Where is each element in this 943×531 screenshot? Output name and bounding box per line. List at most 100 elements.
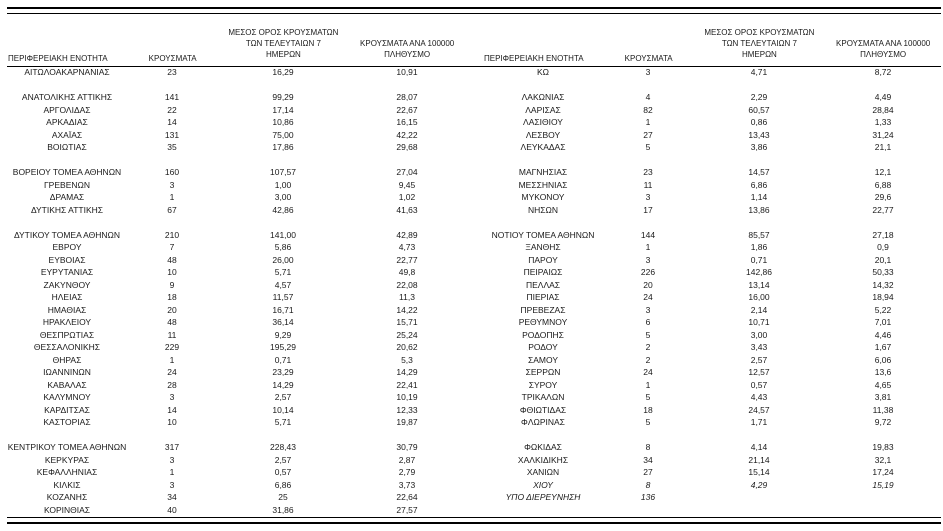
cell-region (7, 429, 127, 442)
table-row: ΠΑΡΟΥ 3 0,71 20,1 (483, 254, 941, 267)
cell-per100k: 29,68 (396, 142, 418, 152)
cell-region: ΝΟΤΙΟΥ ΤΟΜΕΑ ΑΘΗΝΩΝ (491, 229, 595, 240)
table-row: ΘΕΣΠΡΩΤΙΑΣ 11 9,29 25,24 (7, 329, 465, 342)
cell-per100k: 11,38 (872, 404, 894, 415)
cell-per100k: 20,1 (874, 254, 892, 265)
cell-cases: 34 (643, 454, 653, 465)
cell-per100k: 11,3 (399, 292, 415, 302)
cell-region: ΦΘΙΩΤΙΔΑΣ (519, 404, 567, 415)
cell-region: ΚΑΒΑΛΑΣ (47, 379, 87, 390)
cell-avg7: 13,86 (748, 204, 770, 215)
cell-cases: 160 (164, 167, 180, 177)
cell-region: ΚΟΡΙΝΘΙΑΣ (43, 504, 91, 515)
cell-cases: 5 (645, 142, 651, 152)
cell-cases: 27 (643, 467, 653, 477)
cell-avg7: 4,57 (274, 279, 292, 290)
cell-region: ΗΛΕΙΑΣ (51, 292, 83, 302)
cell-per100k: 4,49 (874, 92, 892, 102)
cell-avg7: 2,29 (750, 92, 768, 102)
cell-region: ΕΥΡΥΤΑΝΙΑΣ (40, 267, 94, 277)
table-row: ΛΑΣΙΘΙΟΥ 1 0,86 1,33 (483, 116, 941, 129)
cell-cases (603, 79, 693, 92)
header-avg7-line3: ΗΜΕΡΩΝ (741, 50, 777, 59)
table-row: ΒΟΙΩΤΙΑΣ 35 17,86 29,68 (7, 141, 465, 154)
table-row: ΞΑΝΘΗΣ 1 1,86 0,9 (483, 241, 941, 254)
cell-per100k: 9,45 (398, 179, 416, 190)
cell-per100k: 12,33 (396, 404, 418, 415)
header-avg7-line3: ΗΜΕΡΩΝ (265, 50, 301, 59)
cell-cases: 1 (169, 192, 175, 202)
cell-per100k: 4,46 (874, 329, 892, 340)
cell-region (7, 154, 127, 167)
cell-cases: 82 (643, 104, 653, 115)
cell-region: ΗΡΑΚΛΕΙΟΥ (42, 317, 92, 327)
cell-region: ΑΡΚΑΔΙΑΣ (46, 117, 88, 127)
cell-cases: 17 (643, 204, 653, 215)
cell-avg7: 5,71 (274, 267, 292, 277)
cell-cases: 8 (645, 479, 651, 490)
cell-region: ΠΡΕΒΕΖΑΣ (520, 304, 566, 315)
table-row: ΔΥΤΙΚΗΣ ΑΤΤΙΚΗΣ 67 42,86 41,63 (7, 204, 465, 217)
cell-region: ΓΡΕΒΕΝΩΝ (44, 179, 90, 190)
cell-region (483, 154, 603, 167)
cell-region: ΜΥΚΟΝΟΥ (521, 192, 565, 202)
cell-avg7: 25 (278, 492, 288, 502)
cell-cases: 22 (167, 104, 177, 115)
cell-cases: 3 (169, 179, 175, 190)
cell-avg7: 3,86 (750, 142, 768, 152)
cell-avg7: 2,14 (750, 304, 768, 315)
cell-per100k: 10,91 (396, 67, 418, 77)
header-separator-rule (7, 66, 941, 67)
cell-cases: 11 (643, 179, 653, 190)
cell-cases: 14 (167, 404, 177, 415)
cell-per100k: 14,29 (396, 367, 418, 377)
cell-avg7: 2,57 (274, 392, 292, 402)
cell-per100k: 12,1 (874, 167, 892, 177)
table-row: ΑΡΚΑΔΙΑΣ 14 10,86 16,15 (7, 116, 465, 129)
cell-per100k: 3,73 (398, 479, 416, 490)
cell-region: ΚΟΖΑΝΗΣ (46, 492, 88, 502)
cell-per100k: 50,33 (872, 267, 894, 277)
cell-avg7: 10,71 (748, 317, 770, 327)
cell-region: ΞΑΝΘΗΣ (525, 242, 561, 252)
cell-per100k: 7,01 (874, 317, 892, 327)
header-region-label: ΠΕΡΙΦΕΡΕΙΑΚΗ ΕΝΟΤΗΤΑ (8, 54, 108, 63)
cell-cases (603, 429, 693, 442)
cell-region (483, 79, 603, 92)
cell-cases: 1 (169, 467, 175, 477)
cell-per100k: 21,1 (874, 142, 892, 152)
table-row: ΦΛΩΡΙΝΑΣ 5 1,71 9,72 (483, 416, 941, 429)
table-row: ΥΠΟ ΔΙΕΡΕΥΝΗΣΗ 136 (483, 491, 941, 504)
cell-region: ΒΟΡΕΙΟΥ ΤΟΜΕΑ ΑΘΗΝΩΝ (12, 167, 122, 177)
cell-per100k: 20,62 (396, 342, 418, 352)
table-header-right: ΠΕΡΙΦΕΡΕΙΑΚΗ ΕΝΟΤΗΤΑ ΚΡΟΥΣΜΑΤΑ ΜΕΣΟΣ ΟΡΟ… (483, 14, 941, 66)
spacer-row (483, 154, 941, 167)
table-row: ΣΥΡΟΥ 1 0,57 4,65 (483, 379, 941, 392)
cell-cases: 11 (167, 329, 177, 340)
cell-cases: 136 (640, 492, 656, 502)
cell-per100k: 22,08 (396, 279, 418, 290)
cell-region (7, 79, 127, 92)
cell-region: ΜΕΣΣΗΝΙΑΣ (518, 179, 568, 190)
cell-region: ΖΑΚΥΝΘΟΥ (43, 279, 91, 290)
cell-per100k (825, 154, 941, 167)
table-row: ΚΕΝΤΡΙΚΟΥ ΤΟΜΕΑ ΑΘΗΝΩΝ 317 228,43 30,79 (7, 441, 465, 454)
cell-cases: 3 (169, 479, 175, 490)
cell-region: ΣΕΡΡΩΝ (525, 367, 561, 377)
cell-cases: 3 (169, 392, 175, 402)
cell-avg7: 42,86 (272, 204, 294, 215)
cell-per100k: 27,04 (396, 167, 418, 177)
cell-region: ΜΑΓΝΗΣΙΑΣ (518, 167, 568, 177)
header-per100k: ΚΡΟΥΣΜΑΤΑ ΑΝΑ 100000 ΠΛΗΘΥΣΜΟ (825, 14, 941, 66)
table-row: ΦΩΚΙΔΑΣ 8 4,14 19,83 (483, 441, 941, 454)
cell-avg7: 16,29 (272, 67, 294, 77)
cell-per100k (349, 429, 465, 442)
table-row: ΓΡΕΒΕΝΩΝ 3 1,00 9,45 (7, 179, 465, 192)
cell-cases: 1 (169, 354, 175, 365)
table-row: ΚΩ 3 4,71 8,72 (483, 66, 941, 79)
cell-avg7: 17,86 (272, 142, 294, 152)
cell-per100k: 28,07 (396, 92, 418, 102)
cell-region: ΚΑΣΤΟΡΙΑΣ (43, 417, 91, 427)
cell-cases: 24 (643, 367, 653, 377)
